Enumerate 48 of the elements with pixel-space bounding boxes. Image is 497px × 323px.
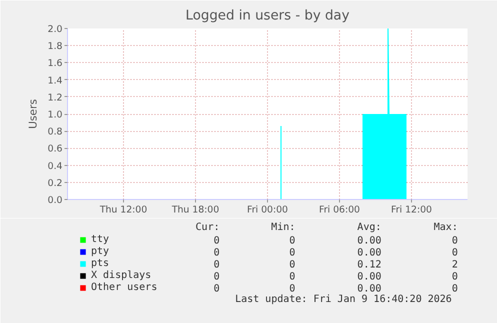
y-tick-label: 2.0 [48, 24, 63, 35]
y-tick-label: 1.8 [48, 41, 63, 52]
text: Min: [271, 222, 296, 233]
text: 0.00 [357, 236, 382, 246]
y-axis-title: Users [26, 98, 40, 129]
text: 0 [214, 272, 220, 282]
text: 0 [214, 236, 220, 246]
text: 0.00 [357, 284, 382, 294]
y-tick-label: 1.2 [48, 92, 63, 104]
chart-title: Logged in users - by day [186, 8, 350, 24]
y-tick-label: 1.6 [48, 58, 63, 70]
legend-label: tty [91, 233, 110, 245]
text: Max: [434, 222, 458, 233]
x-tick-label: Fri 12:00 [391, 204, 432, 216]
text: 0 [289, 284, 296, 294]
text: 0.00 [357, 248, 382, 258]
x-tick-label: Fri 00:00 [247, 204, 288, 216]
text: 0.12 [357, 260, 382, 270]
text: 0 [452, 272, 458, 282]
text: Avg: [357, 222, 382, 233]
y-tick-label: 0.6 [48, 144, 63, 155]
text: 0.00 [357, 272, 382, 282]
y-tick-label: 0.0 [48, 195, 63, 206]
text: 0 [289, 260, 296, 270]
text: 0 [214, 248, 220, 258]
text: 0 [452, 284, 458, 294]
y-tick-label: 0.4 [48, 160, 63, 172]
legend-label: pts [91, 257, 110, 269]
text: Last update: Fri Jan 9 16:40:20 2026 [235, 294, 452, 305]
text: 0 [289, 236, 296, 246]
text: 0 [214, 284, 220, 294]
text: 0 [452, 248, 458, 258]
y-tick-label: 0.2 [48, 178, 63, 189]
text: 0 [289, 248, 296, 258]
x-tick-label: Thu 18:00 [170, 204, 220, 216]
text: 0 [214, 260, 220, 270]
legend-label: X displays [91, 269, 152, 281]
text: 2 [452, 260, 458, 270]
y-tick-label: 1.0 [48, 110, 63, 120]
y-tick-label: 0.8 [48, 126, 63, 138]
x-tick-label: Thu 12:00 [98, 204, 148, 216]
x-tick-label: Fri 06:00 [319, 204, 360, 216]
legend-label: pty [91, 245, 110, 257]
text: 0 [289, 272, 296, 282]
text: 0 [452, 236, 458, 246]
y-tick-label: 1.4 [48, 75, 63, 86]
text: Cur: [196, 222, 220, 233]
legend-label: Other users [91, 281, 158, 293]
